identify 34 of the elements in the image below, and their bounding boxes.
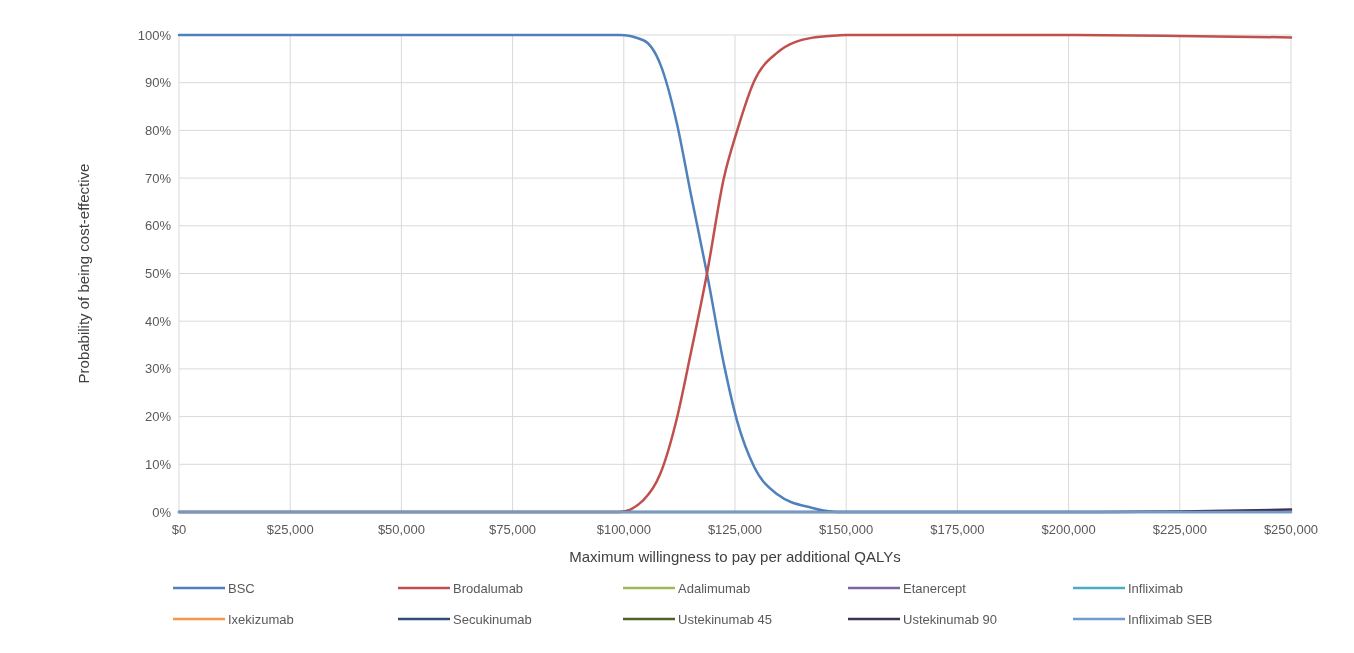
x-tick-label: $200,000 [1041, 522, 1096, 537]
legend-label: Infliximab [1128, 580, 1183, 596]
x-tick-label: $125,000 [707, 522, 763, 537]
y-tick-label: 90% [144, 75, 172, 91]
y-axis-title: Probability of being cost-effective [75, 163, 92, 384]
legend-label: Adalimumab [678, 580, 751, 596]
x-tick-label: $250,000 [1263, 522, 1319, 537]
y-tick-label: 80% [144, 122, 172, 138]
y-tick-label: 60% [144, 218, 172, 234]
y-tick-label: 30% [144, 361, 172, 377]
y-tick-label: 40% [144, 313, 172, 329]
x-axis-title: Maximum willingness to pay per additional QALYs [569, 548, 901, 565]
legend-label: Secukinumab [453, 611, 532, 627]
x-tick-label: $25,000 [266, 522, 314, 537]
y-tick-label: 100% [137, 27, 172, 43]
legend-label: Infliximab SEB [1128, 611, 1213, 627]
legend-label: Brodalumab [453, 580, 524, 596]
legend-label: Ustekinumab 90 [903, 611, 997, 627]
y-tick-label: 70% [144, 170, 172, 186]
legend-label: Ixekizumab [228, 611, 294, 627]
y-tick-label: 0% [152, 504, 172, 520]
y-tick-label: 50% [144, 266, 172, 282]
x-tick-label: $0 [171, 522, 187, 537]
y-tick-label: 10% [144, 456, 172, 472]
legend-label: Etanercept [903, 580, 967, 596]
y-tick-label: 20% [144, 409, 172, 425]
x-tick-label: $100,000 [596, 522, 651, 537]
legend-label: BSC [228, 580, 255, 596]
x-tick-label: $175,000 [930, 522, 985, 537]
x-tick-label: $225,000 [1152, 522, 1207, 537]
x-tick-label: $150,000 [819, 522, 874, 537]
legend-label: Ustekinumab 45 [678, 611, 772, 627]
x-tick-label: $50,000 [377, 522, 425, 537]
x-tick-label: $75,000 [489, 522, 537, 537]
